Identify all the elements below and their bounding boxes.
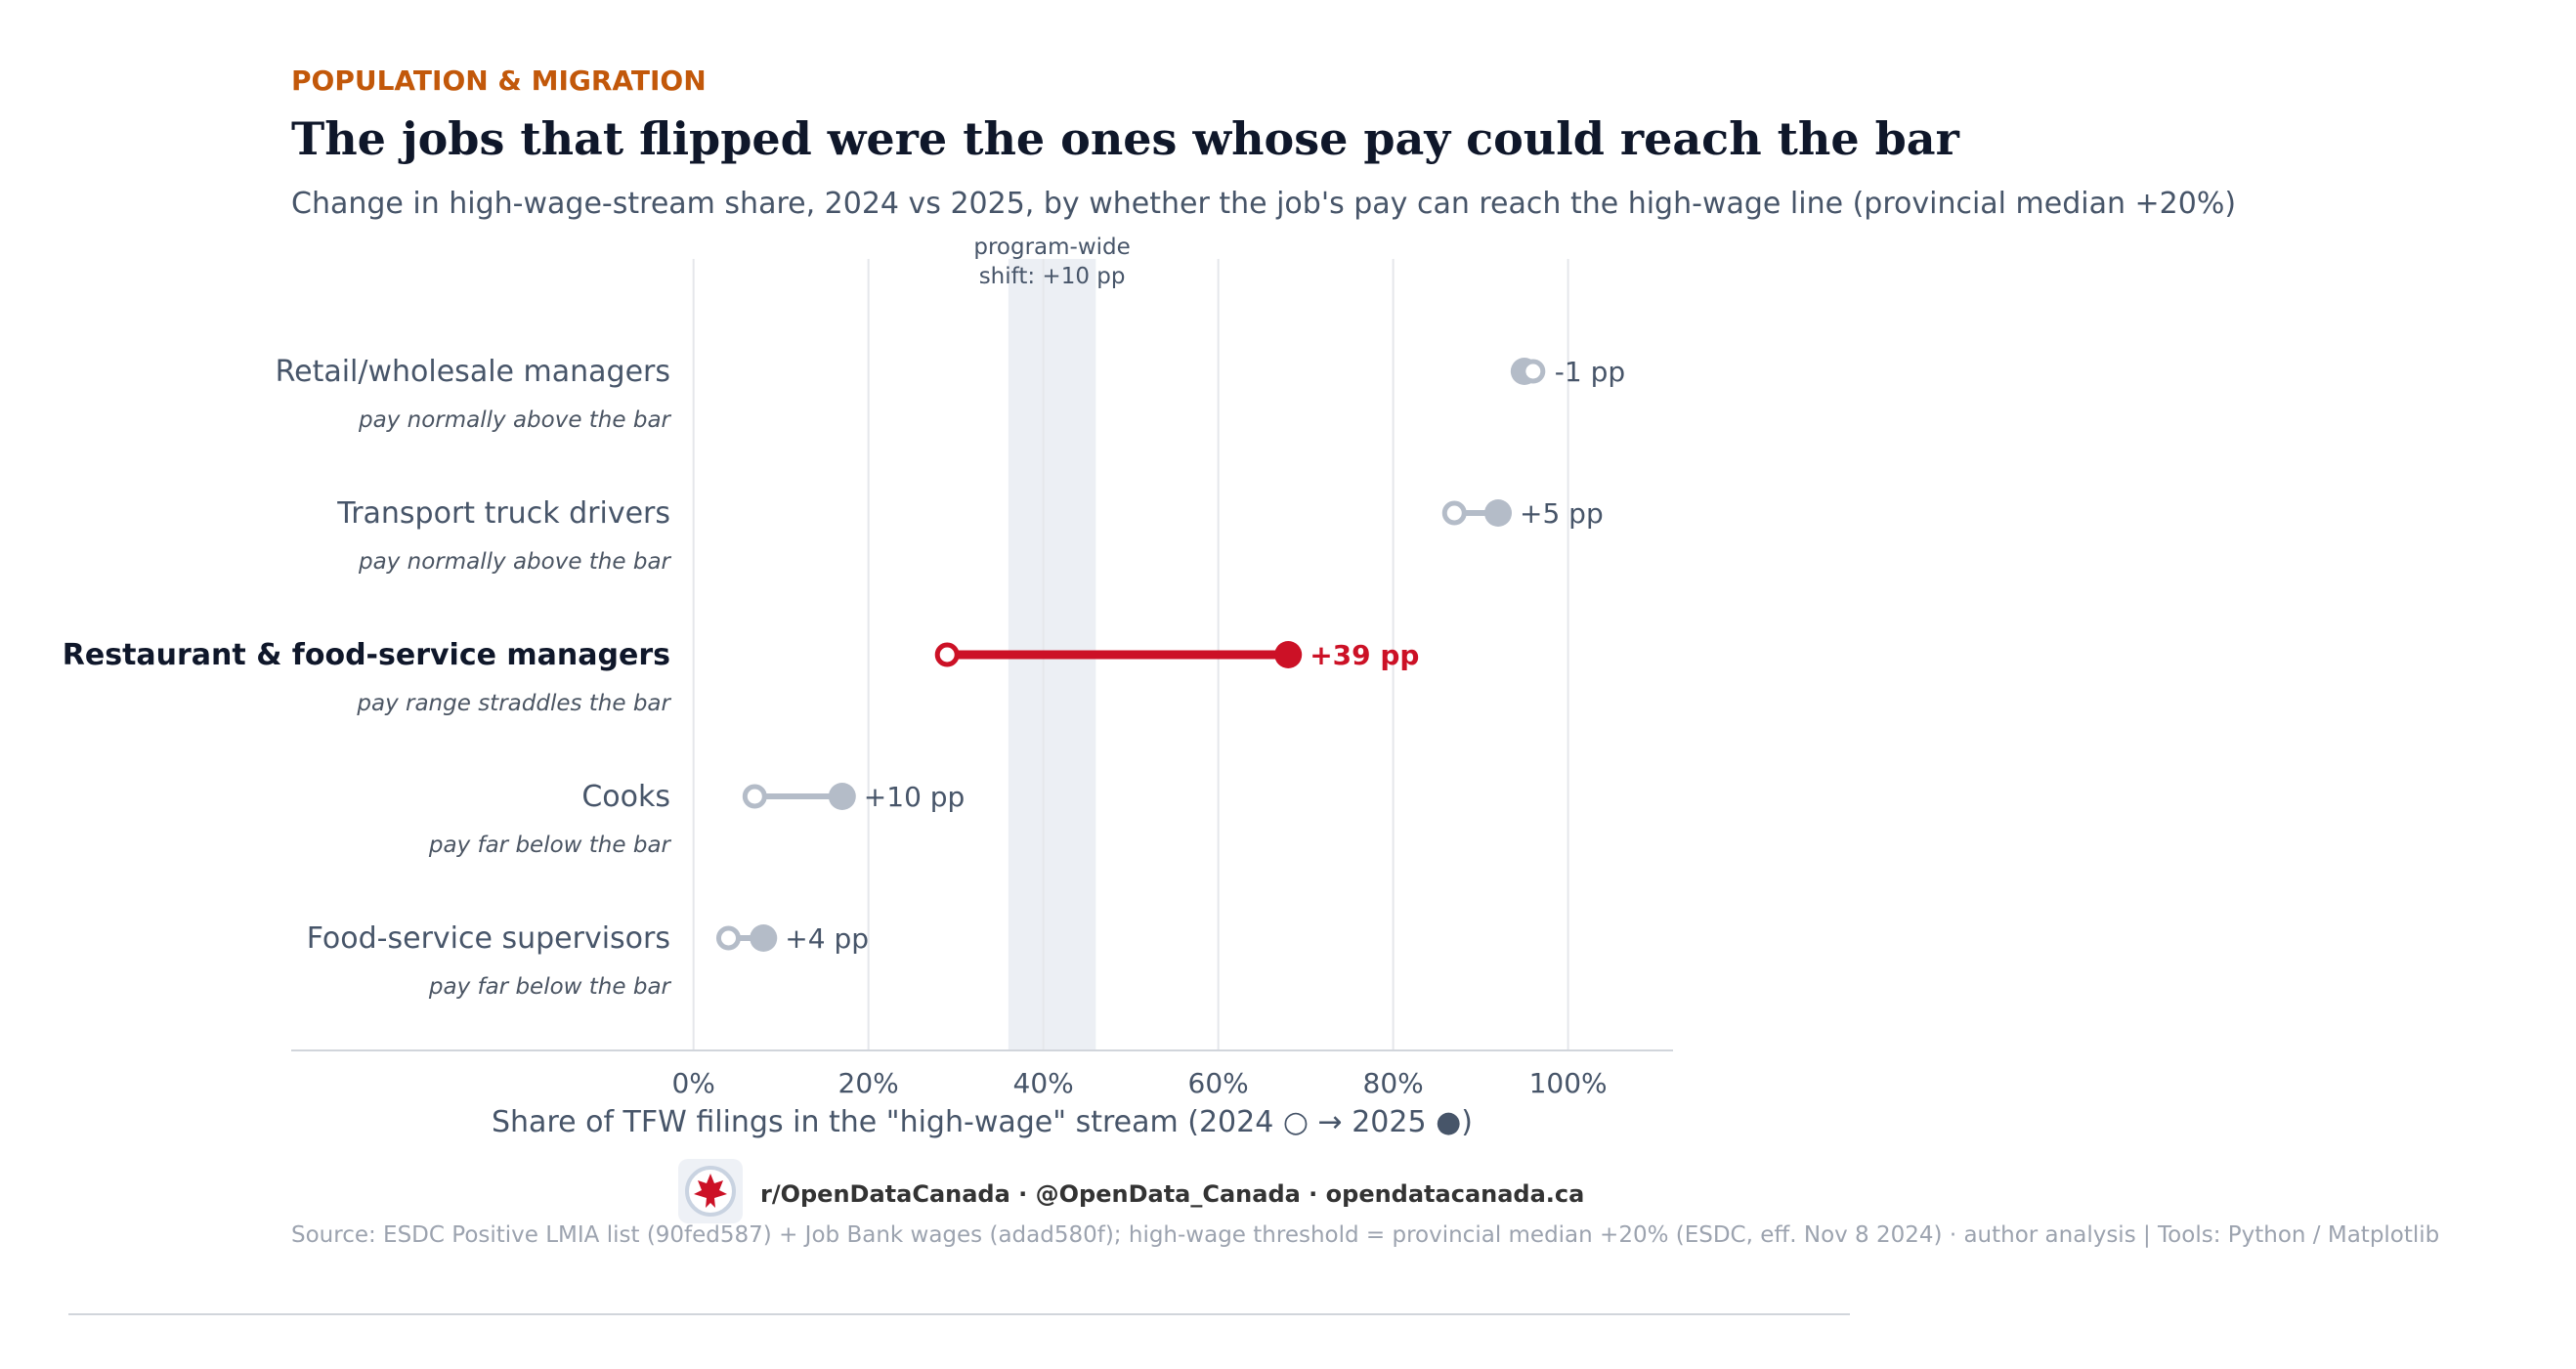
x-axis: 0% 20% 40% 60% 80% 100% Share of TFW filings i… [291,1049,1673,1139]
delta-label: -1 pp [1555,356,1625,388]
marker-2024 [742,784,767,809]
category-label: Cooks [581,780,670,814]
x-tick-label: 20% [838,1067,899,1099]
chart-subtitle: Change in high-wage-stream share, 2024 v… [291,187,2236,221]
dumbbell-row: Transport truck drivers pay normally abov… [336,496,1603,575]
chart-title: The jobs that flipped were the ones whos… [291,112,1960,165]
x-tick-label: 0% [671,1067,714,1099]
dumbbell-rows: Retail/wholesale managers pay normally ab… [63,355,1625,1000]
delta-label: +5 pp [1520,497,1604,530]
x-axis-title: Share of TFW filings in the "high-wage" … [492,1105,1473,1139]
x-tick-label: 100% [1529,1067,1608,1099]
marker-2025 [1274,641,1303,668]
category-label: Food-service supervisors [307,921,670,956]
category-label: Retail/wholesale managers [276,355,670,389]
chart-eyebrow: POPULATION & MIGRATION [291,64,707,97]
category-note: pay far below the bar [428,833,672,858]
band-label-line-1: program-wide [973,235,1130,260]
category-note: pay far below the bar [428,974,672,1000]
delta-label: +4 pp [785,922,869,955]
category-note: pay range straddles the bar [356,691,671,716]
dumbbell-row: Retail/wholesale managers pay normally ab… [276,355,1626,433]
delta-label: +10 pp [864,781,966,813]
marker-2024 [934,642,960,667]
footer-credit: r/OpenDataCanada · @OpenData_Canada · op… [760,1180,1584,1208]
marker-2025 [828,783,856,810]
marker-2024 [1521,359,1546,384]
delta-label: +39 pp [1309,639,1419,671]
category-note: pay normally above the bar [358,549,672,575]
marker-2025 [1484,499,1513,527]
x-tick-label: 60% [1188,1067,1249,1099]
marker-2024 [715,925,741,951]
x-tick-label: 80% [1363,1067,1424,1099]
marker-2024 [1441,500,1467,526]
footer-source: Source: ESDC Positive LMIA list (90fed58… [291,1222,2439,1248]
category-label: Restaurant & food-service managers [63,638,670,672]
program-shift-band: program-wide shift: +10 pp [973,235,1131,1050]
marker-2025 [750,924,778,952]
band-label-line-2: shift: +10 pp [979,264,1126,289]
category-note: pay normally above the bar [358,407,672,433]
maple-leaf-icon [694,1174,727,1208]
x-tick-label: 40% [1013,1067,1074,1099]
category-label: Transport truck drivers [336,496,670,531]
dumbbell-row: Restaurant & food-service managers pay ra… [63,638,1420,716]
dumbbell-row: Cooks pay far below the bar +10 pp [428,780,965,858]
dumbbell-row: Food-service supervisors pay far below th… [307,921,869,1000]
logo [678,1159,743,1223]
